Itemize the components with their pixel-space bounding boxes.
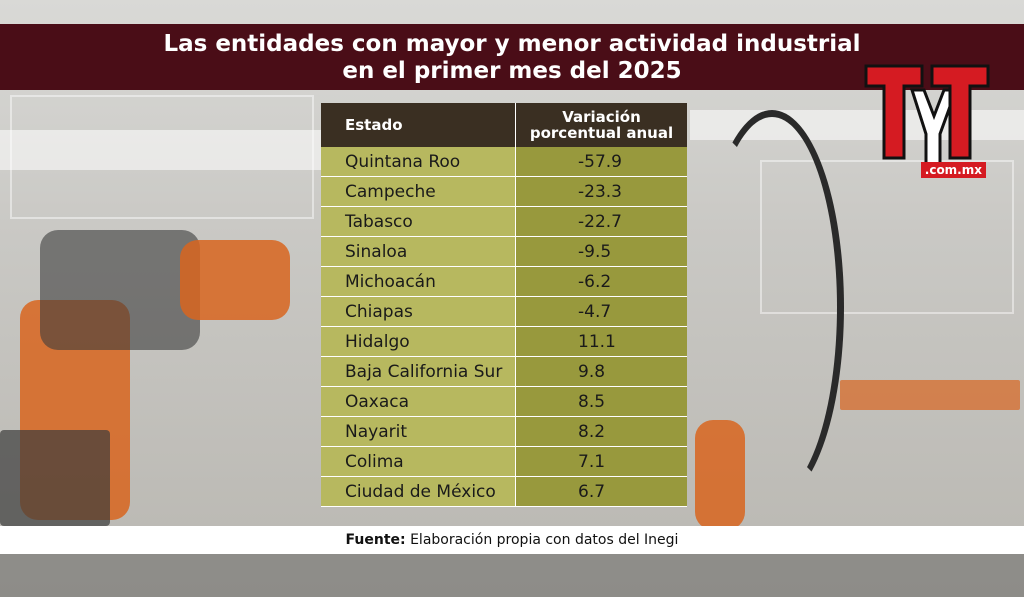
table-header-row: Estado Variación porcentual anual xyxy=(321,103,687,147)
table-row: Campeche -23.3 xyxy=(321,176,687,207)
tyt-logo-mark-icon xyxy=(864,64,990,166)
title-line-1: Las entidades con mayor y menor activida… xyxy=(163,31,861,57)
table-row: Michoacán -6.2 xyxy=(321,266,687,297)
variation-cell: 9.8 xyxy=(515,356,687,387)
source-label: Fuente: xyxy=(345,532,406,548)
source-footer: Fuente: Elaboración propia con datos del… xyxy=(0,526,1024,554)
state-cell: Hidalgo xyxy=(321,326,516,357)
state-cell: Colima xyxy=(321,446,516,477)
table-row: Colima 7.1 xyxy=(321,446,687,477)
table-row: Sinaloa -9.5 xyxy=(321,236,687,267)
variation-cell: -4.7 xyxy=(515,296,687,327)
state-cell: Chiapas xyxy=(321,296,516,327)
variation-cell: -23.3 xyxy=(515,176,687,207)
tyt-logo: .com.mx xyxy=(862,60,990,178)
column-header-variation: Variación porcentual anual xyxy=(515,103,687,147)
state-cell: Baja California Sur xyxy=(321,356,516,387)
variation-cell: -9.5 xyxy=(515,236,687,267)
variation-cell: 8.2 xyxy=(515,416,687,447)
table-row: Quintana Roo -57.9 xyxy=(321,147,687,177)
table-row: Hidalgo 11.1 xyxy=(321,326,687,357)
title-line-2: en el primer mes del 2025 xyxy=(342,58,682,84)
state-cell: Oaxaca xyxy=(321,386,516,417)
table-row: Oaxaca 8.5 xyxy=(321,386,687,417)
table-row: Ciudad de México 6.7 xyxy=(321,476,687,507)
state-cell: Michoacán xyxy=(321,266,516,297)
variation-cell: -22.7 xyxy=(515,206,687,237)
chart-title: Las entidades con mayor y menor activida… xyxy=(0,24,1024,90)
table-row: Baja California Sur 9.8 xyxy=(321,356,687,387)
table-row: Tabasco -22.7 xyxy=(321,206,687,237)
state-cell: Ciudad de México xyxy=(321,476,516,507)
column-header-state: Estado xyxy=(321,103,516,147)
state-cell: Nayarit xyxy=(321,416,516,447)
state-cell: Quintana Roo xyxy=(321,147,516,177)
variation-cell: -6.2 xyxy=(515,266,687,297)
table-row: Chiapas -4.7 xyxy=(321,296,687,327)
variation-cell: -57.9 xyxy=(515,147,687,177)
variation-cell: 6.7 xyxy=(515,476,687,507)
state-cell: Sinaloa xyxy=(321,236,516,267)
variation-cell: 11.1 xyxy=(515,326,687,357)
state-cell: Tabasco xyxy=(321,206,516,237)
variation-cell: 7.1 xyxy=(515,446,687,477)
variation-cell: 8.5 xyxy=(515,386,687,417)
logo-domain: .com.mx xyxy=(920,162,986,178)
data-table: Estado Variación porcentual anual Quintan… xyxy=(321,103,687,507)
table-row: Nayarit 8.2 xyxy=(321,416,687,447)
source-text: Elaboración propia con datos del Inegi xyxy=(410,532,679,548)
state-cell: Campeche xyxy=(321,176,516,207)
